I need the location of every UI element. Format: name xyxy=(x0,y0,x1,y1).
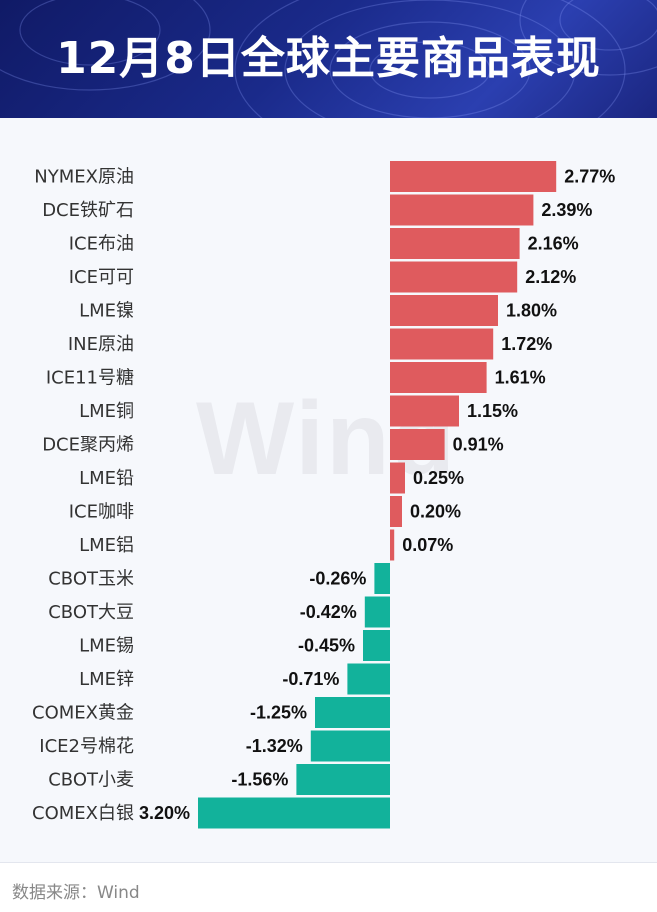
value-label: -0.71% xyxy=(282,669,339,689)
bar-9 xyxy=(390,462,405,494)
value-label: -0.26% xyxy=(309,568,366,588)
value-label: -0.45% xyxy=(298,635,355,655)
bar-19 xyxy=(198,797,390,829)
category-label: CBOT大豆 xyxy=(48,602,134,623)
category-label: LME铅 xyxy=(79,468,134,489)
page-title: 12月8日全球主要商品表现 xyxy=(56,33,601,84)
category-label: LME锡 xyxy=(79,636,134,657)
category-label: ICE2号棉花 xyxy=(39,736,134,757)
bar-3 xyxy=(390,261,518,293)
chart-panel: Wind NYMEX原油 2.77% DCE铁矿石 2.39% ICE布油 2.16% IC… xyxy=(0,118,657,863)
value-label: 3.20% xyxy=(139,803,190,823)
bar-11 xyxy=(390,529,395,561)
bar-17 xyxy=(310,730,390,762)
bar-7 xyxy=(390,395,459,427)
value-label: 2.12% xyxy=(525,267,576,287)
category-label: DCE聚丙烯 xyxy=(42,435,134,456)
category-label: LME锌 xyxy=(79,669,134,690)
category-label: COMEX白银 xyxy=(32,803,134,824)
bar-chart: NYMEX原油 2.77% DCE铁矿石 2.39% ICE布油 2.16% ICE可可 2.… xyxy=(32,161,615,829)
value-label: -0.42% xyxy=(300,602,357,622)
header-banner: 12月8日全球主要商品表现 xyxy=(0,0,657,118)
bar-16 xyxy=(315,697,390,728)
bar-12 xyxy=(374,563,390,594)
bar-8 xyxy=(390,429,445,460)
bar-4 xyxy=(390,295,498,326)
value-label: 0.20% xyxy=(410,501,461,521)
bar-14 xyxy=(363,630,390,661)
value-label: 0.91% xyxy=(453,434,504,454)
category-label: LME镍 xyxy=(79,301,134,322)
bar-5 xyxy=(390,328,494,360)
bar-1 xyxy=(390,194,534,226)
data-source-note: 数据来源：Wind xyxy=(12,883,140,903)
category-label: ICE可可 xyxy=(69,267,134,288)
bar-13 xyxy=(364,596,390,628)
category-label: ICE布油 xyxy=(69,234,134,255)
category-label: COMEX黄金 xyxy=(32,703,134,724)
value-label: -1.56% xyxy=(231,769,288,789)
category-label: INE原油 xyxy=(68,334,134,355)
category-label: ICE咖啡 xyxy=(69,502,134,523)
category-label: LME铜 xyxy=(79,401,134,422)
value-label: 2.77% xyxy=(564,166,615,186)
bar-2 xyxy=(390,228,520,259)
value-label: -1.25% xyxy=(250,702,307,722)
bar-6 xyxy=(390,362,487,393)
category-label: DCE铁矿石 xyxy=(42,200,134,221)
value-label: 0.25% xyxy=(413,468,464,488)
value-label: 1.72% xyxy=(501,334,552,354)
value-label: 0.07% xyxy=(402,535,453,555)
category-label: CBOT玉米 xyxy=(48,569,134,590)
value-label: 1.80% xyxy=(506,300,557,320)
value-label: 2.16% xyxy=(528,233,579,253)
category-label: NYMEX原油 xyxy=(34,167,134,188)
category-label: CBOT小麦 xyxy=(48,770,134,791)
category-label: LME铝 xyxy=(79,535,134,556)
category-label: ICE11号糖 xyxy=(46,368,134,389)
value-label: 2.39% xyxy=(541,200,592,220)
value-label: 1.61% xyxy=(495,367,546,387)
value-label: 1.15% xyxy=(467,401,518,421)
bar-10 xyxy=(390,496,402,527)
value-label: -1.32% xyxy=(246,736,303,756)
bar-0 xyxy=(390,161,557,192)
bar-18 xyxy=(296,764,390,795)
header-contour-decoration xyxy=(0,0,657,118)
bar-15 xyxy=(347,663,390,695)
